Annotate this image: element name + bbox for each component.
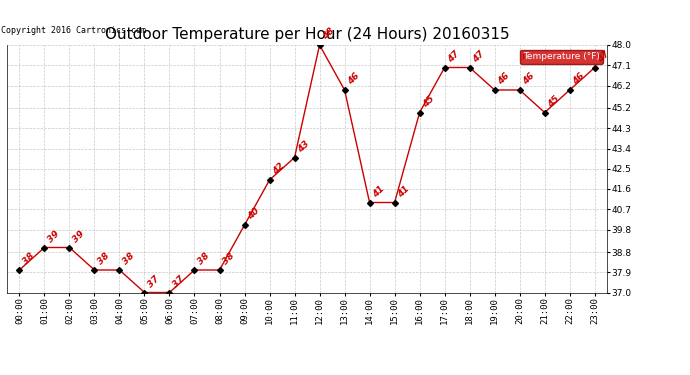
Text: 41: 41 [371,184,386,199]
Text: 37: 37 [170,274,186,289]
Text: 37: 37 [146,274,161,289]
Text: 42: 42 [270,161,286,177]
Text: 46: 46 [346,71,361,87]
Text: 40: 40 [246,206,261,222]
Text: 47: 47 [471,49,486,64]
Text: 46: 46 [521,71,536,87]
Text: 43: 43 [296,139,311,154]
Text: 38: 38 [96,251,111,267]
Text: 38: 38 [121,251,136,267]
Text: 41: 41 [396,184,411,199]
Text: 45: 45 [546,94,561,109]
Text: Copyright 2016 Cartronics.com: Copyright 2016 Cartronics.com [1,26,146,35]
Text: 38: 38 [21,251,36,267]
Title: Outdoor Temperature per Hour (24 Hours) 20160315: Outdoor Temperature per Hour (24 Hours) … [105,27,509,42]
Text: 39: 39 [46,229,61,244]
Text: 47: 47 [596,49,611,64]
Text: 46: 46 [496,71,511,87]
Text: 45: 45 [421,94,436,109]
Text: 48: 48 [321,26,336,42]
Text: 38: 38 [196,251,211,267]
Legend: Temperature (°F): Temperature (°F) [520,50,602,64]
Text: 47: 47 [446,49,461,64]
Text: 39: 39 [70,229,86,244]
Text: 46: 46 [571,71,586,87]
Text: 38: 38 [221,251,236,267]
